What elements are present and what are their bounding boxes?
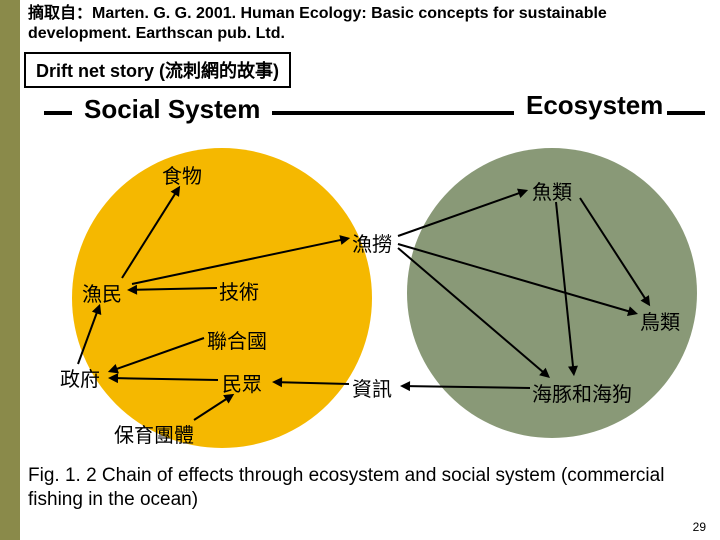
node-tech: 技術: [219, 276, 259, 305]
node-fishing: 漁撈: [352, 228, 392, 257]
eco-label-line-right: [667, 111, 705, 115]
social-system-label: Social System: [78, 94, 266, 125]
diagram-canvas: Social System Ecosystem 食物漁民 技術 漁撈聯合國政府 民眾 資…: [22, 88, 712, 448]
page-number: 29: [693, 520, 706, 534]
arrow-info-to-public: [272, 377, 349, 389]
node-info: 資訊: [352, 373, 392, 402]
node-fishermen: 漁民: [82, 278, 122, 307]
citation-text: 摘取自：Marten. G. G. 2001. Human Ecology: B…: [28, 4, 698, 44]
arrow-public-to-gov: [108, 373, 218, 385]
arrow-mammals-to-info: [400, 381, 530, 393]
node-fish: 魚類: [532, 176, 572, 205]
node-conserv: 保育團體: [114, 419, 194, 448]
node-birds: 鳥類: [640, 306, 680, 335]
social-label-line-right: [272, 111, 412, 115]
node-food: 食物: [162, 160, 202, 189]
social-label-line-left: [44, 111, 72, 115]
eco-label-line-left: [412, 111, 514, 115]
node-mammals: 海豚和海狗: [532, 378, 632, 407]
story-title-box: Drift net story (流刺網的故事): [24, 52, 291, 88]
node-public: 民眾: [222, 368, 262, 397]
node-gov: 政府: [60, 363, 100, 392]
node-un: 聯合國: [207, 325, 267, 354]
figure-caption: Fig. 1. 2 Chain of effects through ecosy…: [28, 464, 698, 513]
sidebar-accent: [0, 0, 20, 540]
ecosystem-label: Ecosystem: [520, 90, 669, 121]
